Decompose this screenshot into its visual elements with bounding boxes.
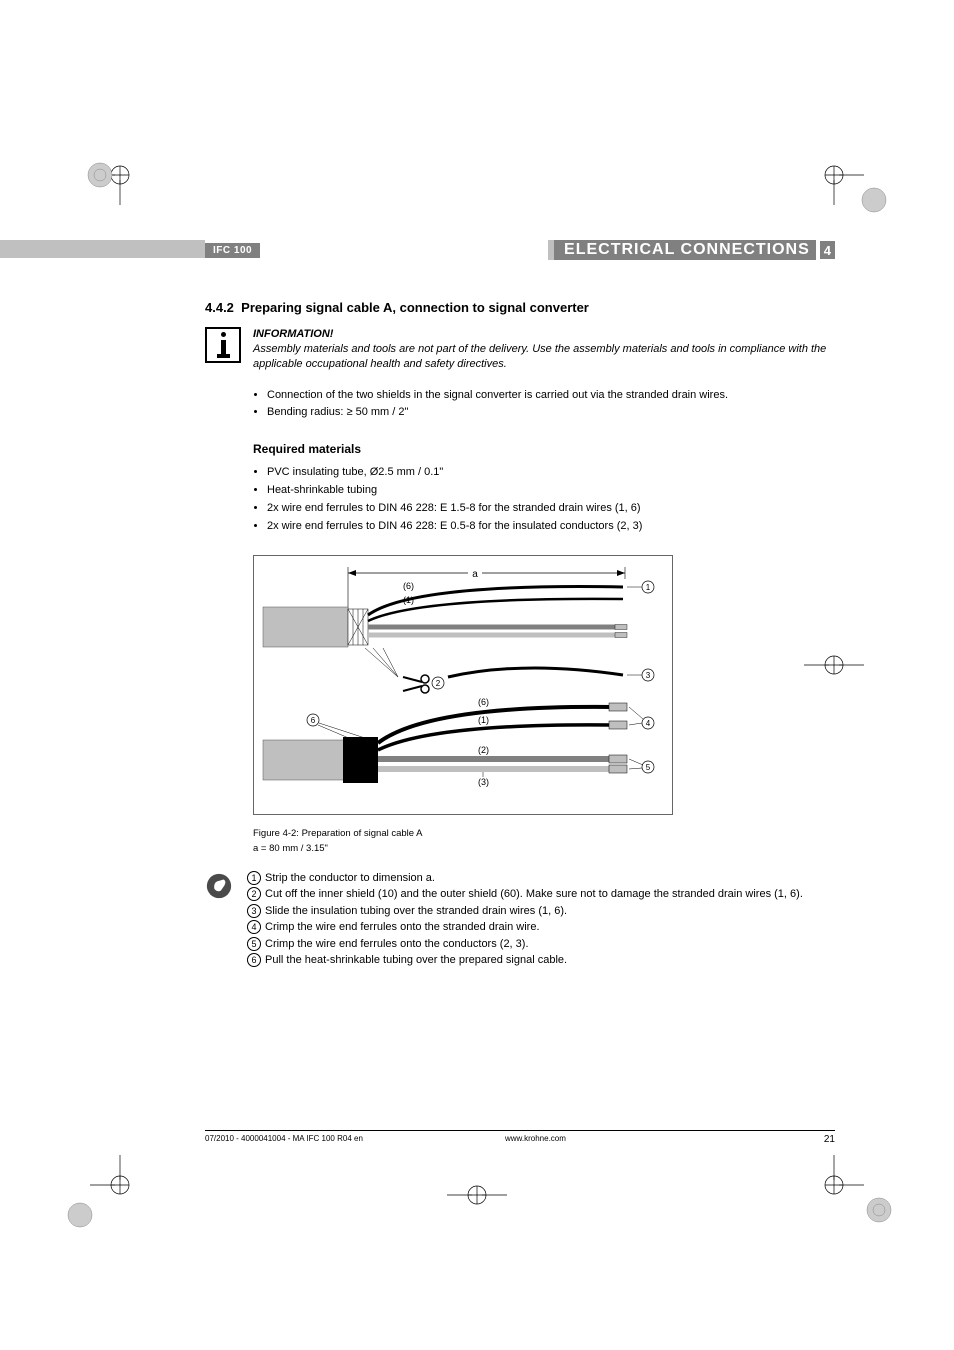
information-block: INFORMATION! Assembly materials and tool…: [205, 327, 835, 372]
crop-mark-br: [804, 1155, 864, 1215]
svg-text:1: 1: [646, 583, 651, 592]
list-item: 2x wire end ferrules to DIN 46 228: E 1.…: [267, 501, 835, 517]
step-item: 2Cut off the inner shield (10) and the o…: [247, 886, 803, 903]
svg-text:(6): (6): [478, 697, 489, 707]
svg-text:4: 4: [646, 719, 651, 728]
svg-text:5: 5: [646, 763, 651, 772]
body-notes: Connection of the two shields in the sig…: [205, 388, 835, 535]
figure-caption: Figure 4-2: Preparation of signal cable …: [253, 828, 835, 839]
step-item: 5Crimp the wire end ferrules onto the co…: [247, 936, 803, 953]
hand-icon: [205, 870, 235, 969]
page-header: IFC 100 ELECTRICAL CONNECTIONS 4: [205, 240, 835, 260]
crop-target-tr: [834, 175, 894, 235]
svg-text:(1): (1): [478, 715, 489, 725]
crop-target-bl: [60, 1185, 120, 1245]
crop-target-tl: [85, 160, 145, 220]
product-name: IFC 100: [205, 243, 260, 258]
list-item: Bending radius: ≥ 50 mm / 2": [267, 405, 835, 421]
page-content: IFC 100 ELECTRICAL CONNECTIONS 4 4.4.2 P…: [205, 240, 835, 969]
page-footer: 07/2010 - 4000041004 - MA IFC 100 R04 en…: [205, 1130, 835, 1145]
footer-left: 07/2010 - 4000041004 - MA IFC 100 R04 en: [205, 1134, 505, 1145]
step-item: 1Strip the conductor to dimension a.: [247, 870, 803, 887]
section-title: Preparing signal cable A, connection to …: [241, 300, 589, 315]
list-item: Connection of the two shields in the sig…: [267, 388, 835, 404]
steps-list: 1Strip the conductor to dimension a. 2Cu…: [247, 870, 803, 969]
header-bar-left: [0, 240, 205, 258]
footer-mid: www.krohne.com: [505, 1134, 805, 1145]
step-item: 6Pull the heat-shrinkable tubing over th…: [247, 952, 803, 969]
steps-block: 1Strip the conductor to dimension a. 2Cu…: [205, 870, 835, 969]
list-item: 2x wire end ferrules to DIN 46 228: E 0.…: [267, 519, 835, 535]
svg-text:6: 6: [311, 716, 316, 725]
step-item: 4Crimp the wire end ferrules onto the st…: [247, 919, 803, 936]
figure-subcaption: a = 80 mm / 3.15": [253, 843, 835, 854]
required-list: PVC insulating tube, Ø2.5 mm / 0.1" Heat…: [253, 465, 835, 535]
chapter-title: ELECTRICAL CONNECTIONS: [554, 240, 816, 260]
crop-mark-tr: [804, 145, 864, 205]
crop-mark-bl: [90, 1155, 150, 1215]
svg-text:3: 3: [646, 671, 651, 680]
svg-text:(1): (1): [403, 595, 414, 605]
required-heading: Required materials: [253, 441, 835, 458]
list-item: Heat-shrinkable tubing: [267, 483, 835, 499]
figure-cable-prep: a (6) (1): [253, 555, 673, 820]
crop-mark-b: [447, 1165, 507, 1225]
step-item: 3Slide the insulation tubing over the st…: [247, 903, 803, 920]
section-number: 4.4.2: [205, 300, 234, 315]
chapter-number: 4: [820, 241, 835, 259]
svg-text:(3): (3): [478, 777, 489, 787]
list-item: PVC insulating tube, Ø2.5 mm / 0.1": [267, 465, 835, 481]
footer-page-number: 21: [805, 1134, 835, 1145]
information-icon: [205, 327, 241, 363]
svg-text:a: a: [472, 569, 478, 580]
crop-target-br: [839, 1180, 899, 1240]
svg-text:(2): (2): [478, 745, 489, 755]
section-heading: 4.4.2 Preparing signal cable A, connecti…: [205, 300, 835, 315]
svg-text:2: 2: [436, 679, 441, 688]
information-body: Assembly materials and tools are not par…: [253, 343, 826, 370]
information-heading: INFORMATION!: [253, 328, 333, 340]
svg-text:(6): (6): [403, 581, 414, 591]
information-text: INFORMATION! Assembly materials and tool…: [253, 327, 835, 372]
notes-list: Connection of the two shields in the sig…: [253, 388, 835, 422]
crop-mark-tl: [90, 145, 150, 205]
